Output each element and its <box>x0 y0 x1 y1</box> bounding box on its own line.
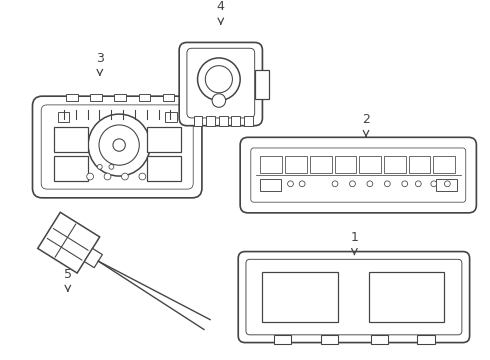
Bar <box>409 156 430 173</box>
Bar <box>433 156 455 173</box>
Text: 3: 3 <box>96 52 104 65</box>
Bar <box>194 116 202 126</box>
Bar <box>255 69 269 99</box>
Circle shape <box>88 114 150 176</box>
Bar <box>219 116 227 126</box>
Circle shape <box>288 181 294 187</box>
Bar <box>285 156 307 173</box>
Circle shape <box>205 66 232 93</box>
Text: 1: 1 <box>350 231 358 244</box>
Bar <box>147 127 181 152</box>
Circle shape <box>212 94 225 107</box>
Bar <box>139 94 150 101</box>
Circle shape <box>109 165 114 169</box>
Circle shape <box>416 181 421 187</box>
Text: 5: 5 <box>64 267 72 280</box>
Circle shape <box>431 181 437 187</box>
FancyBboxPatch shape <box>240 137 476 213</box>
Text: 2: 2 <box>362 113 370 126</box>
Circle shape <box>349 181 355 187</box>
Circle shape <box>139 173 146 180</box>
Circle shape <box>122 173 128 180</box>
Bar <box>263 272 338 322</box>
FancyBboxPatch shape <box>41 105 193 189</box>
FancyBboxPatch shape <box>58 112 69 122</box>
Circle shape <box>402 181 408 187</box>
Bar <box>163 94 174 101</box>
Bar <box>260 179 281 190</box>
Polygon shape <box>38 212 99 273</box>
Bar <box>320 335 338 343</box>
Bar <box>114 94 126 101</box>
FancyBboxPatch shape <box>238 252 469 343</box>
Bar <box>231 116 240 126</box>
Bar <box>54 156 88 181</box>
Bar <box>244 116 253 126</box>
Circle shape <box>332 181 338 187</box>
Bar <box>371 335 388 343</box>
Bar <box>384 156 406 173</box>
Circle shape <box>98 165 102 169</box>
Bar <box>436 179 457 190</box>
Bar <box>274 335 292 343</box>
FancyBboxPatch shape <box>179 42 263 126</box>
FancyBboxPatch shape <box>246 259 462 335</box>
Circle shape <box>444 181 450 187</box>
Bar <box>369 272 444 322</box>
FancyBboxPatch shape <box>251 148 466 202</box>
Bar <box>66 94 77 101</box>
FancyBboxPatch shape <box>187 48 255 118</box>
Bar <box>147 156 181 181</box>
Circle shape <box>367 181 373 187</box>
Bar <box>261 156 282 173</box>
Circle shape <box>87 173 94 180</box>
Bar <box>54 127 88 152</box>
Bar <box>206 116 215 126</box>
Text: 4: 4 <box>217 0 225 13</box>
Polygon shape <box>84 248 102 268</box>
Circle shape <box>113 139 125 151</box>
Bar <box>359 156 381 173</box>
Circle shape <box>99 125 139 165</box>
Circle shape <box>299 181 305 187</box>
Circle shape <box>197 58 240 100</box>
FancyBboxPatch shape <box>32 96 202 198</box>
Circle shape <box>104 173 111 180</box>
Bar <box>417 335 435 343</box>
Bar <box>90 94 102 101</box>
Bar <box>335 156 356 173</box>
Circle shape <box>385 181 390 187</box>
FancyBboxPatch shape <box>165 112 177 122</box>
Bar <box>310 156 332 173</box>
